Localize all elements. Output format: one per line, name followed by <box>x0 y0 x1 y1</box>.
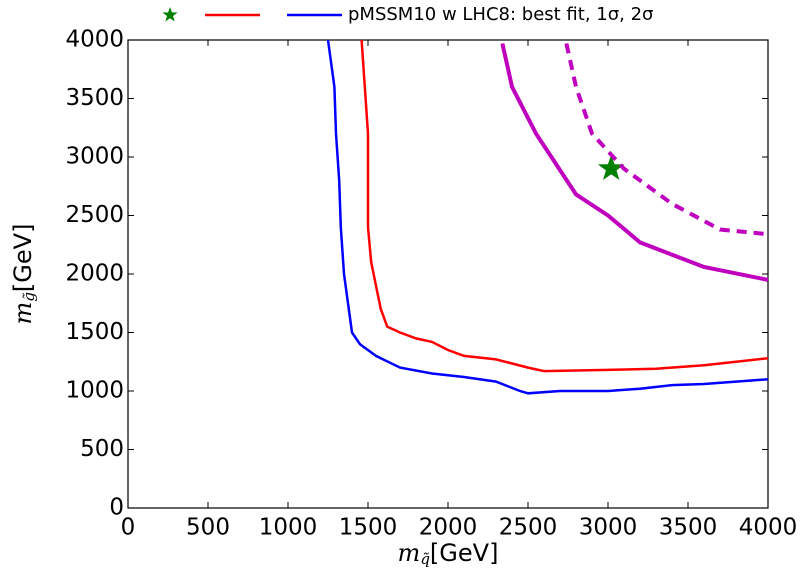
y-tick-label: 0 <box>109 495 124 521</box>
y-tick-label: 3000 <box>65 144 124 170</box>
x-axis-label-subscript: q̃ <box>420 550 430 568</box>
y-tick-label: 1500 <box>65 319 124 345</box>
x-tick-label: 3500 <box>659 515 718 541</box>
y-tick-label: 500 <box>80 436 124 462</box>
y-axis-label-symbol: m <box>9 302 37 325</box>
x-tick-label: 2000 <box>419 515 478 541</box>
legend-label: pMSSM10 w LHC8: best fit, 1σ, 2σ <box>348 4 653 25</box>
legend-star <box>162 7 178 22</box>
x-axis-label-unit: [GeV] <box>430 539 499 567</box>
y-tick-label: 3500 <box>65 85 124 111</box>
contour-line <box>500 43 769 282</box>
x-tick-label: 2500 <box>499 515 558 541</box>
y-axis-label-subscript: g̃ <box>20 292 38 302</box>
contour-line <box>360 39 769 373</box>
y-axis-label-unit: [GeV] <box>9 224 37 293</box>
contour-line <box>564 43 769 237</box>
x-tick-label: 1500 <box>339 515 398 541</box>
y-tick-label: 2000 <box>65 261 124 287</box>
best-fit-star <box>597 154 625 180</box>
x-axis-label: mq̃[GeV] <box>398 539 499 569</box>
plot-frame <box>127 39 769 509</box>
x-tick-label: 4000 <box>739 515 798 541</box>
x-axis-label-symbol: m <box>398 539 421 567</box>
x-tick-label: 0 <box>121 515 136 541</box>
y-tick-label: 2500 <box>65 202 124 228</box>
x-tick-label: 500 <box>186 515 230 541</box>
contour-line <box>326 39 769 395</box>
y-tick-label: 4000 <box>65 27 124 53</box>
y-axis-label: mg̃[GeV] <box>9 224 39 325</box>
x-tick-label: 3000 <box>579 515 638 541</box>
y-tick-label: 1000 <box>65 378 124 404</box>
x-tick-label: 1000 <box>259 515 318 541</box>
